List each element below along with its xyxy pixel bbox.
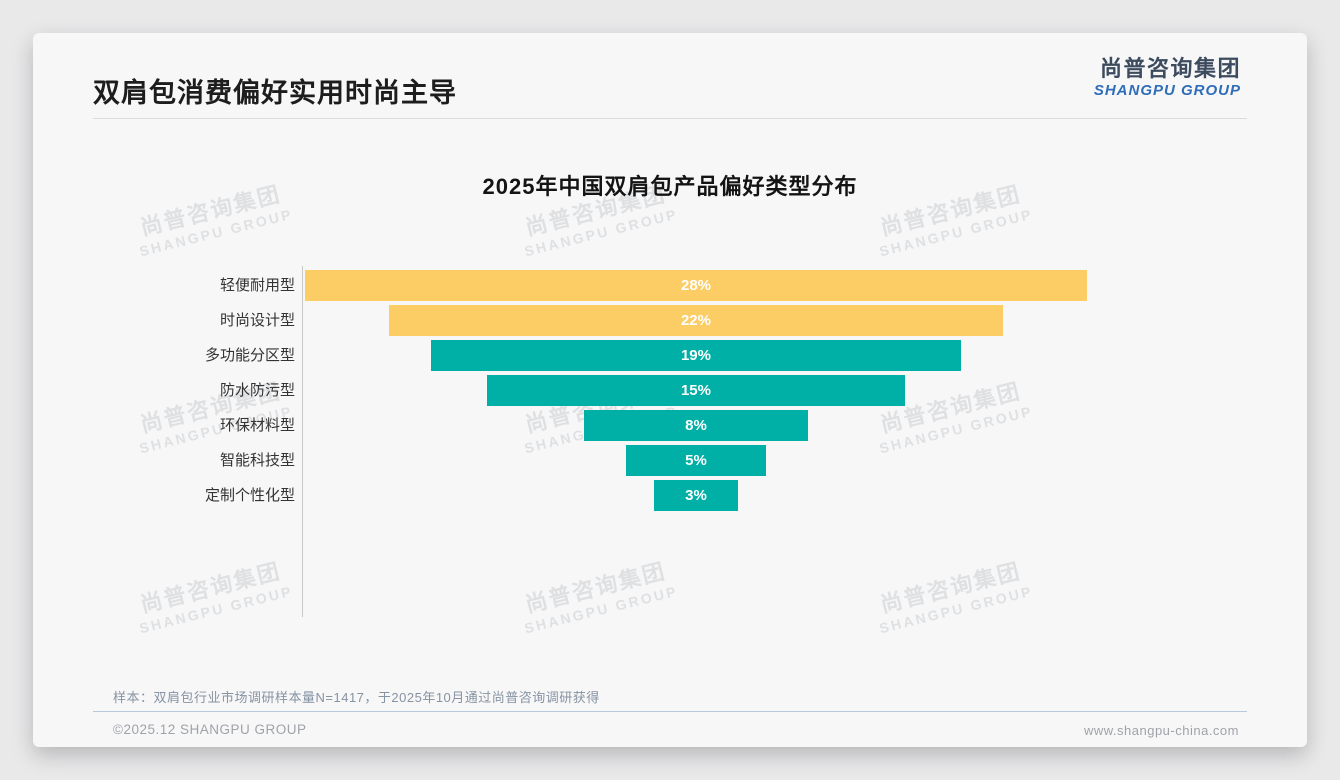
funnel-bar: 22% — [388, 305, 1004, 336]
plot-area: 28% — [305, 270, 1087, 301]
chart-axis-line — [302, 266, 303, 617]
funnel-bar: 28% — [305, 270, 1087, 301]
plot-area: 15% — [305, 375, 1087, 406]
category-label: 轻便耐用型 — [219, 277, 295, 294]
footer-copyright: ©2025.12 SHANGPU GROUP — [113, 722, 307, 737]
chart-row: 轻便耐用型 28% — [93, 270, 1247, 301]
plot-area: 3% — [305, 480, 1087, 511]
watermark-line2: SHANGPU GROUP — [522, 582, 680, 637]
logo-chinese-text: 尚普咨询集团 — [1099, 56, 1241, 81]
plot-area: 5% — [305, 445, 1087, 476]
chart-row: 时尚设计型 22% — [93, 305, 1247, 336]
chart-row: 环保材料型 8% — [93, 410, 1247, 441]
watermark-line1: 尚普咨询集团 — [137, 558, 284, 618]
bar-value-label: 19% — [680, 347, 711, 364]
watermark-line1: 尚普咨询集团 — [877, 558, 1024, 618]
company-logo: 尚普咨询集团 SHANGPU GROUP — [1093, 56, 1241, 100]
plot-area: 8% — [305, 410, 1087, 441]
bar-value-label: 3% — [685, 487, 707, 504]
bar-value-label: 8% — [685, 417, 707, 434]
funnel-bar: 3% — [654, 480, 738, 511]
plot-area: 22% — [305, 305, 1087, 336]
watermark-line2: SHANGPU GROUP — [522, 205, 680, 260]
footer-divider — [93, 711, 1247, 712]
footer-website: www.shangpu-china.com — [1083, 723, 1239, 738]
bar-value-label: 28% — [680, 277, 712, 294]
logo-english-text: SHANGPU GROUP — [1093, 82, 1241, 100]
bar-value-label: 22% — [680, 312, 711, 329]
chart-rows: 轻便耐用型 28% 时尚设计型 22% 多功能分区型 19% 防水防污型 15% 环保材料型 8%… — [93, 270, 1247, 511]
bar-value-label: 15% — [680, 382, 711, 399]
category-label: 多功能分区型 — [204, 347, 295, 364]
plot-area: 19% — [305, 340, 1087, 371]
watermark-line2: SHANGPU GROUP — [877, 205, 1035, 260]
page-title: 双肩包消费偏好实用时尚主导 — [93, 78, 457, 108]
funnel-bar: 15% — [486, 375, 906, 406]
category-label: 智能科技型 — [219, 452, 295, 469]
category-label: 定制个性化型 — [204, 487, 295, 504]
funnel-chart: 轻便耐用型 28% 时尚设计型 22% 多功能分区型 19% 防水防污型 15% 环保材料型 8%… — [93, 266, 1247, 617]
chart-row: 防水防污型 15% — [93, 375, 1247, 406]
category-label: 防水防污型 — [219, 382, 295, 399]
chart-title: 2025年中国双肩包产品偏好类型分布 — [482, 174, 858, 199]
chart-row: 定制个性化型 3% — [93, 480, 1247, 511]
category-label: 环保材料型 — [219, 417, 295, 434]
funnel-bar: 8% — [584, 410, 808, 441]
funnel-bar: 5% — [626, 445, 766, 476]
header-divider — [93, 118, 1247, 119]
watermark-line2: SHANGPU GROUP — [877, 582, 1035, 637]
chart-row: 智能科技型 5% — [93, 445, 1247, 476]
category-label: 时尚设计型 — [219, 312, 295, 329]
watermark-line2: SHANGPU GROUP — [137, 205, 295, 260]
watermark-line2: SHANGPU GROUP — [137, 582, 295, 637]
sample-footnote: 样本：双肩包行业市场调研样本量N=1417，于2025年10月通过尚普咨询调研获… — [113, 690, 600, 705]
bar-value-label: 5% — [685, 452, 707, 469]
funnel-bar: 19% — [430, 340, 962, 371]
watermark-line1: 尚普咨询集团 — [522, 558, 669, 618]
slide-card: 尚普咨询集团 SHANGPU GROUP 尚普咨询集团 SHANGPU GROUP 尚普… — [33, 33, 1307, 747]
chart-row: 多功能分区型 19% — [93, 340, 1247, 371]
